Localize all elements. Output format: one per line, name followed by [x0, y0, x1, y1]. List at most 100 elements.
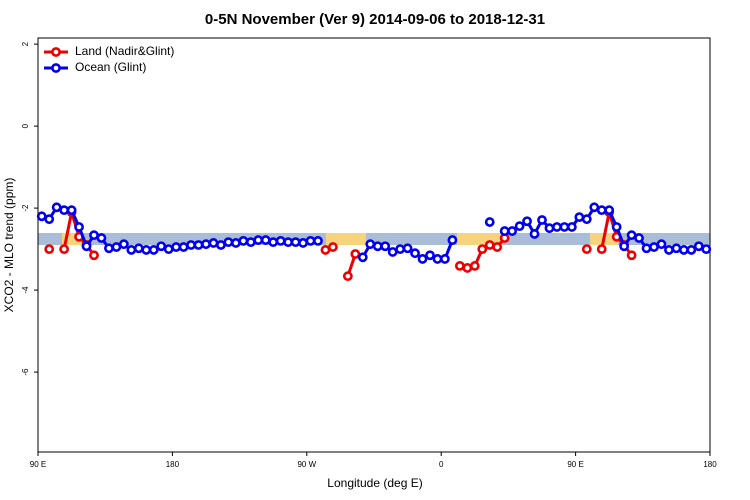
data-point — [641, 243, 652, 254]
data-point — [574, 212, 585, 223]
data-point — [701, 244, 712, 254]
data-point — [44, 244, 55, 254]
y-tick-label: -4 — [21, 286, 30, 294]
data-point — [566, 222, 577, 232]
legend-label: Land (Nadir&Glint) — [75, 44, 174, 58]
data-point — [671, 243, 682, 254]
data-point — [89, 250, 99, 261]
data-point — [477, 244, 488, 254]
data-point — [156, 241, 167, 252]
data-point — [357, 252, 368, 263]
data-point — [447, 235, 458, 245]
data-point — [96, 233, 107, 243]
data-point — [634, 233, 644, 243]
data-point — [178, 242, 189, 252]
x-tick-label: 180 — [166, 460, 180, 469]
data-point — [253, 235, 264, 245]
data-point — [245, 237, 256, 248]
data-point — [320, 245, 331, 255]
data-point — [649, 242, 659, 252]
data-point — [283, 237, 294, 248]
data-point — [171, 242, 182, 252]
data-point — [350, 249, 361, 259]
data-point — [581, 214, 592, 225]
data-point — [596, 205, 607, 216]
data-point — [552, 222, 562, 232]
data-point — [372, 241, 383, 252]
data-point — [104, 243, 114, 254]
plot-frame — [37, 37, 711, 453]
data-point — [410, 248, 420, 259]
data-point — [484, 217, 495, 227]
data-point — [208, 238, 219, 248]
data-point — [425, 250, 435, 261]
data-point — [529, 229, 540, 239]
data-point — [74, 222, 84, 232]
data-point — [693, 241, 704, 252]
data-point — [432, 254, 443, 264]
data-point — [440, 254, 450, 264]
data-point — [298, 238, 308, 248]
data-point — [111, 242, 122, 252]
data-point — [664, 245, 674, 255]
data-point — [36, 211, 47, 222]
y-tick-label: -2 — [21, 204, 30, 212]
data-point — [89, 230, 99, 241]
data-point — [589, 202, 600, 213]
data-point — [387, 247, 398, 257]
data-point — [268, 237, 279, 248]
data-point — [216, 240, 226, 250]
data-point — [462, 263, 473, 273]
y-axis-label: XCO2 - MLO trend (ppm) — [2, 178, 16, 313]
data-point — [186, 240, 196, 250]
data-point — [342, 271, 353, 282]
data-point — [626, 230, 637, 241]
data-point — [141, 245, 152, 255]
data-point — [522, 216, 532, 227]
data-point — [51, 202, 62, 213]
data-point — [611, 222, 622, 232]
data-point — [626, 250, 637, 261]
data-point — [66, 205, 77, 216]
data-point — [686, 245, 697, 255]
data-point — [201, 239, 211, 250]
data-point — [656, 239, 667, 250]
data-point — [133, 243, 144, 254]
data-point — [290, 237, 301, 248]
data-point — [118, 239, 129, 250]
data-point — [230, 238, 241, 248]
data-point — [305, 236, 316, 246]
legend-marker — [51, 63, 61, 73]
data-point — [492, 242, 503, 252]
data-point — [499, 226, 510, 236]
y-tick-label: -6 — [21, 368, 30, 376]
data-point — [260, 235, 271, 245]
data-point — [313, 236, 323, 246]
data-point — [223, 237, 234, 248]
data-point — [544, 223, 555, 234]
x-tick-label: 180 — [703, 460, 717, 469]
data-point — [581, 244, 592, 254]
data-point — [365, 239, 376, 250]
y-tick-label: 0 — [21, 123, 30, 128]
data-point — [126, 245, 137, 255]
data-point — [238, 236, 249, 246]
data-point — [59, 244, 70, 254]
data-point — [619, 241, 630, 252]
data-point — [59, 205, 70, 216]
data-point — [380, 241, 391, 252]
data-point — [402, 243, 413, 254]
data-point — [395, 244, 406, 254]
data-point — [507, 226, 518, 236]
data-point — [559, 222, 570, 232]
data-point — [469, 261, 480, 271]
legend-label: Ocean (Glint) — [75, 60, 146, 74]
data-point — [163, 244, 174, 254]
data-point — [604, 205, 615, 216]
data-point — [678, 245, 689, 255]
chart-title: 0-5N November (Ver 9) 2014-09-06 to 2018… — [205, 11, 545, 28]
data-point — [193, 240, 204, 250]
data-point — [484, 240, 495, 250]
x-axis-label: Longitude (deg E) — [327, 476, 422, 490]
